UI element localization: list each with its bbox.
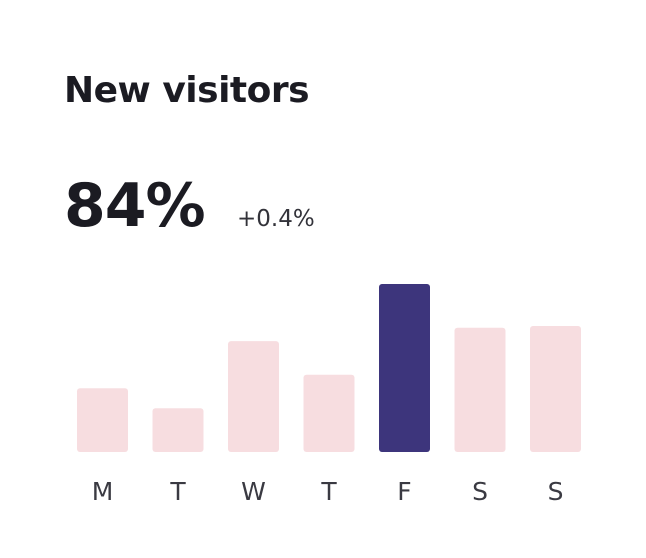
day-label: T [320,477,337,506]
bar-2 [228,341,279,452]
day-label: S [548,477,564,506]
bar-5 [454,327,506,452]
day-label: S [472,477,488,506]
day-label: W [241,477,266,506]
bar-4 [379,284,430,452]
card-title: New visitors [64,70,310,111]
bar-3 [303,374,355,452]
bar-0 [77,388,128,452]
day-label: T [169,477,186,506]
bar-6 [530,326,581,452]
metric-value: 84% [64,171,206,241]
day-label: F [397,477,411,506]
bar-1 [152,408,204,452]
day-label: M [92,477,114,506]
metric-delta: +0.4% [237,206,315,232]
